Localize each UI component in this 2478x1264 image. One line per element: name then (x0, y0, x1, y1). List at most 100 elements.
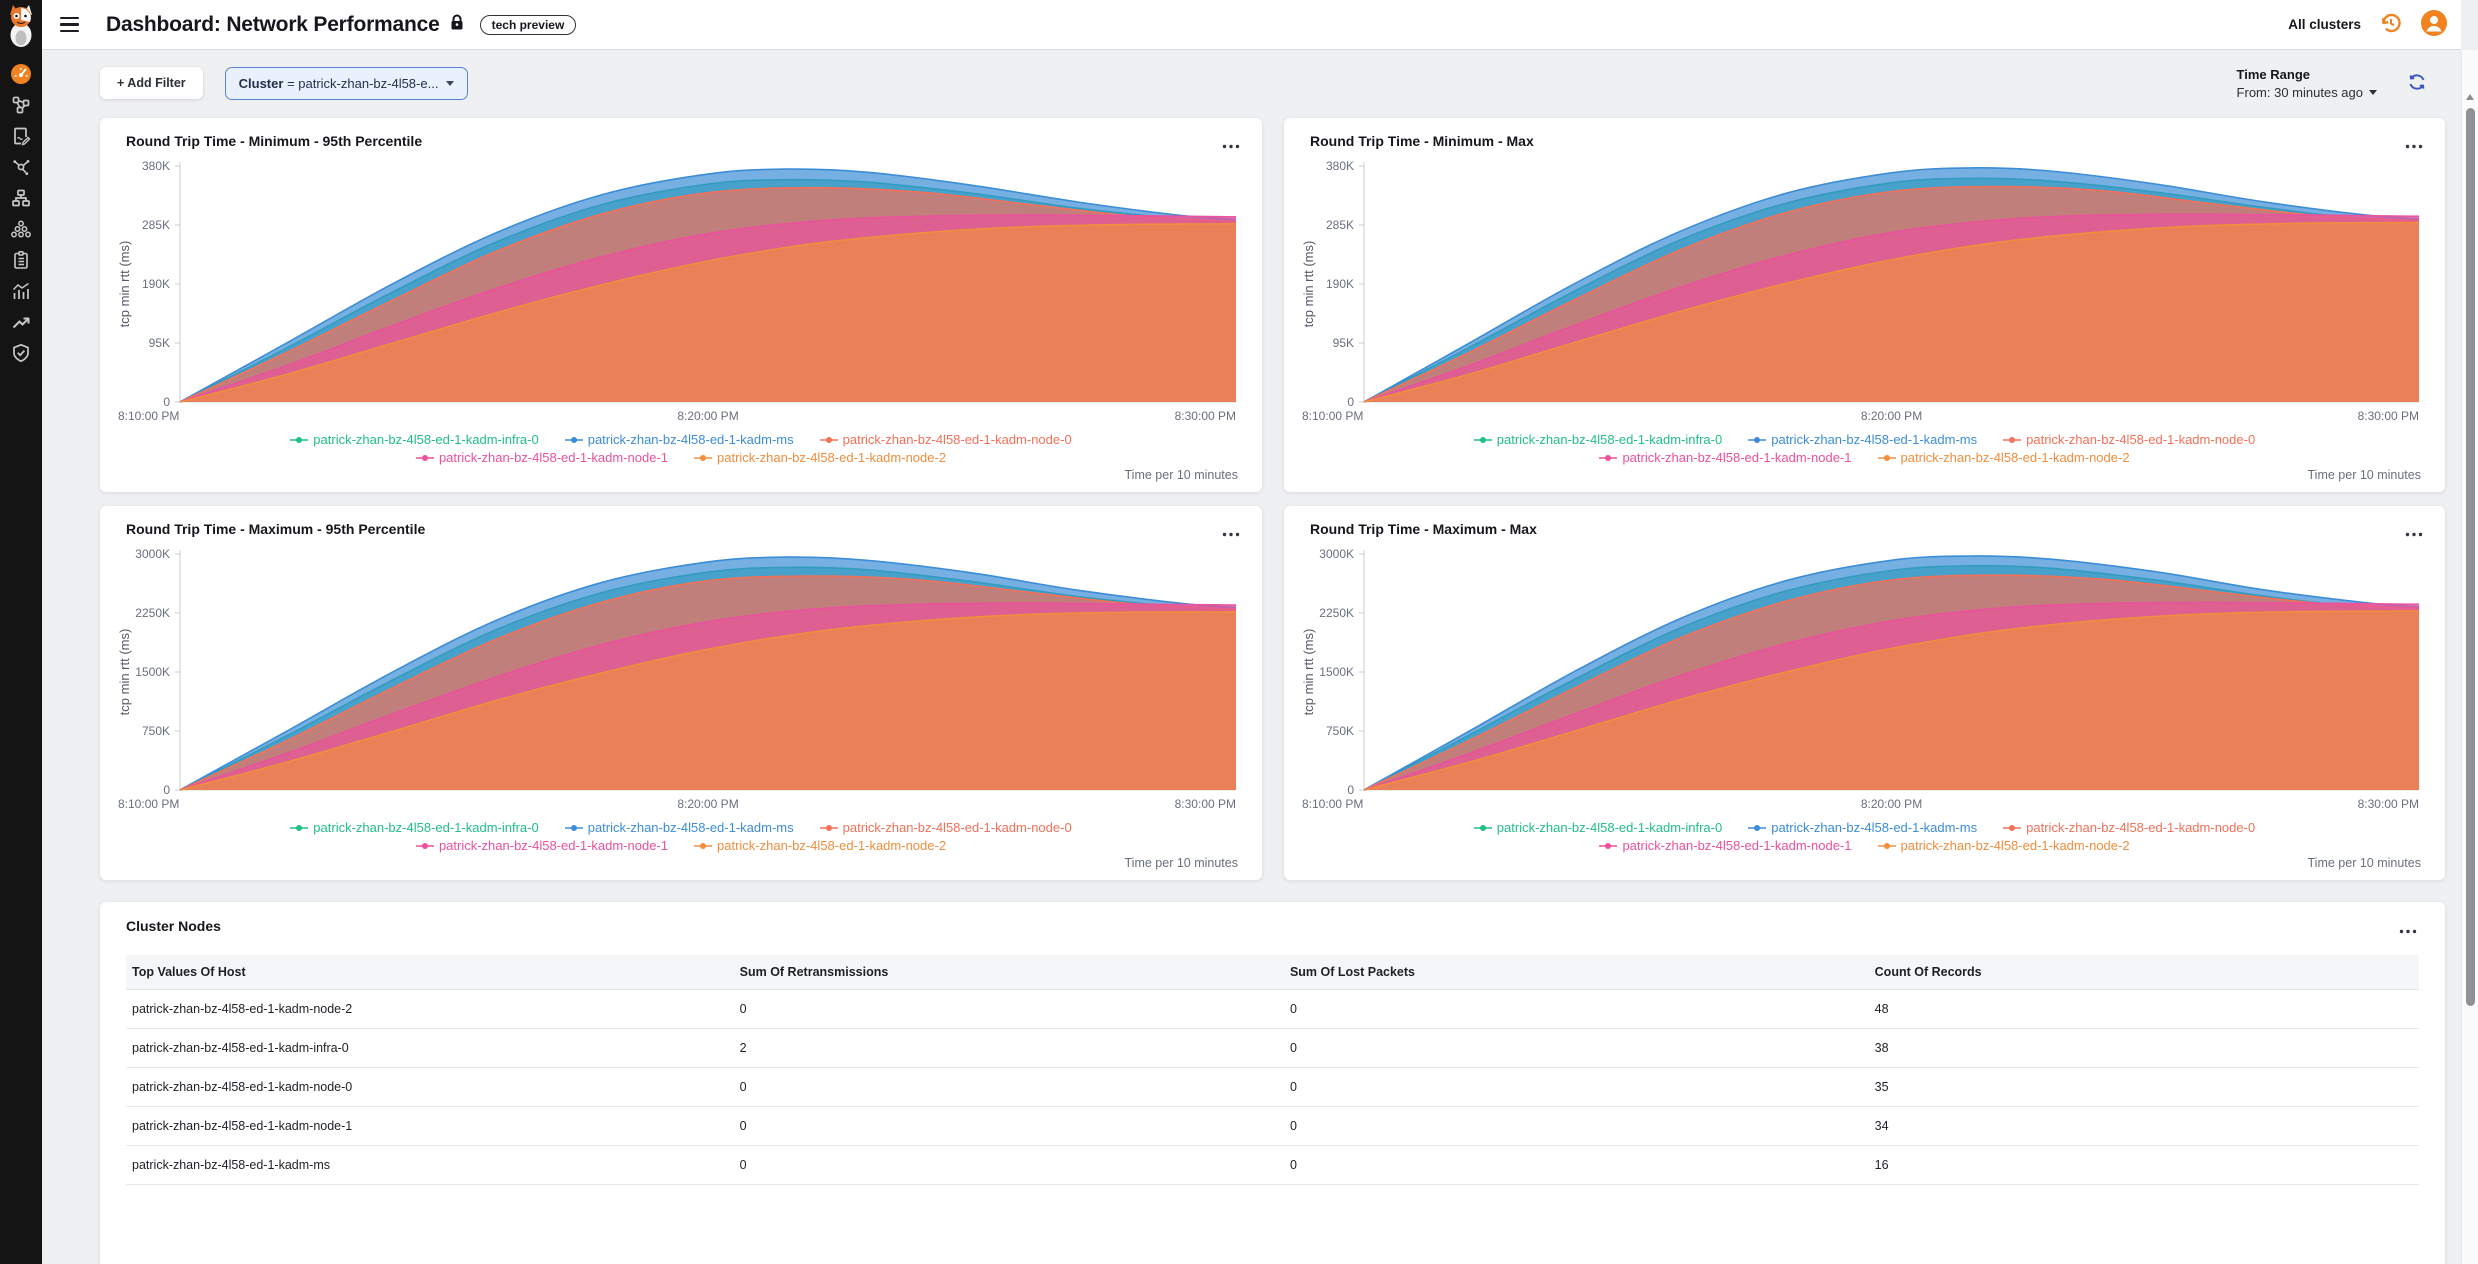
svg-text:190K: 190K (1326, 277, 1354, 291)
x-axis-caption: Time per 10 minutes (2307, 468, 2421, 482)
x-axis-caption: Time per 10 minutes (1124, 856, 1238, 870)
svg-text:1500K: 1500K (1319, 665, 1354, 679)
legend-item[interactable]: patrick-zhan-bz-4l58-ed-1-kadm-ms (564, 820, 794, 835)
series-marker-icon (694, 842, 712, 849)
sidebar-item-reports[interactable] (0, 120, 42, 151)
legend-item[interactable]: patrick-zhan-bz-4l58-ed-1-kadm-node-0 (2003, 820, 2255, 835)
sidebar-item-metrics[interactable] (0, 275, 42, 306)
cluster-nodes-panel: Cluster Nodes Top Values Of Host Sum Of R… (100, 902, 2445, 1264)
table-cell: 2 (733, 1028, 1284, 1068)
cluster-filter-chip[interactable]: Cluster = patrick-zhan-bz-4l58-e... (224, 67, 469, 100)
table-cell: 0 (733, 1067, 1284, 1107)
sidebar-item-dashboards[interactable] (0, 58, 42, 89)
svg-text:8:20:00 PM: 8:20:00 PM (677, 409, 738, 423)
sidebar-item-connections[interactable] (0, 151, 42, 182)
time-range-value[interactable]: From: 30 minutes ago (2237, 85, 2377, 100)
user-menu-button[interactable] (2421, 10, 2447, 39)
legend-item[interactable]: patrick-zhan-bz-4l58-ed-1-kadm-node-1 (1599, 838, 1852, 853)
table-cell: patrick-zhan-bz-4l58-ed-1-kadm-node-1 (126, 1106, 734, 1146)
svg-text:tcp min rtt (ms): tcp min rtt (ms) (1301, 629, 1316, 716)
legend-item[interactable]: patrick-zhan-bz-4l58-ed-1-kadm-node-1 (1599, 450, 1852, 465)
area-chart[interactable]: 0 95K 190K 285K 380K 8:10:00 PM 8:20:00 PM 8:30… (114, 158, 1242, 426)
panel-options-button[interactable] (2403, 521, 2425, 544)
legend-item[interactable]: patrick-zhan-bz-4l58-ed-1-kadm-infra-0 (290, 820, 539, 835)
series-marker-icon (415, 842, 434, 849)
chart-legend: patrick-zhan-bz-4l58-ed-1-kadm-infra-0 pa… (206, 820, 1156, 853)
legend-item[interactable]: patrick-zhan-bz-4l58-ed-1-kadm-ms (1748, 432, 1977, 447)
chart-legend: patrick-zhan-bz-4l58-ed-1-kadm-infra-0 pa… (1390, 820, 2340, 853)
menu-toggle-button[interactable] (60, 14, 86, 36)
filter-field-label: Cluster (238, 76, 284, 91)
legend-label: patrick-zhan-bz-4l58-ed-1-kadm-node-1 (438, 450, 668, 465)
legend-item[interactable]: patrick-zhan-bz-4l58-ed-1-kadm-node-2 (694, 838, 946, 853)
legend-item[interactable]: patrick-zhan-bz-4l58-ed-1-kadm-node-2 (1877, 838, 2130, 853)
svg-text:1500K: 1500K (135, 665, 170, 679)
scrollbar-thumb[interactable] (2466, 108, 2475, 1006)
sidebar-item-infrastructure[interactable] (0, 182, 42, 213)
cluster-nodes-table: Top Values Of Host Sum Of Retransmissions… (126, 955, 2419, 1185)
sidebar-item-topology[interactable] (0, 89, 42, 120)
table-cell: 0 (733, 989, 1284, 1029)
svg-text:8:20:00 PM: 8:20:00 PM (1861, 797, 1922, 811)
legend-label: patrick-zhan-bz-4l58-ed-1-kadm-node-2 (717, 450, 947, 465)
table-cell: 0 (733, 1145, 1284, 1185)
refresh-icon (2407, 72, 2427, 95)
chart-legend: patrick-zhan-bz-4l58-ed-1-kadm-infra-0 pa… (206, 432, 1156, 465)
legend-item[interactable]: patrick-zhan-bz-4l58-ed-1-kadm-node-0 (819, 820, 1072, 835)
table-cell: 0 (1283, 1028, 1869, 1068)
refresh-button[interactable] (2407, 72, 2427, 95)
legend-item[interactable]: patrick-zhan-bz-4l58-ed-1-kadm-node-0 (819, 432, 1072, 447)
legend-item[interactable]: patrick-zhan-bz-4l58-ed-1-kadm-infra-0 (1473, 432, 1723, 447)
legend-item[interactable]: patrick-zhan-bz-4l58-ed-1-kadm-node-2 (694, 450, 946, 465)
legend-label: patrick-zhan-bz-4l58-ed-1-kadm-node-1 (438, 838, 668, 853)
shield-check-icon (11, 343, 31, 363)
legend-item[interactable]: patrick-zhan-bz-4l58-ed-1-kadm-infra-0 (290, 432, 539, 447)
panel-options-button[interactable] (2397, 918, 2419, 941)
legend-item[interactable]: patrick-zhan-bz-4l58-ed-1-kadm-ms (564, 432, 794, 447)
cat-logo[interactable] (2, 2, 40, 50)
legend-item[interactable]: patrick-zhan-bz-4l58-ed-1-kadm-node-1 (415, 838, 668, 853)
panel-options-button[interactable] (1220, 521, 1242, 544)
panel-options-button[interactable] (2403, 133, 2425, 156)
table-cell: 48 (1868, 989, 2419, 1029)
table-cell: patrick-zhan-bz-4l58-ed-1-kadm-node-2 (126, 989, 734, 1029)
series-marker-icon (1748, 824, 1767, 831)
svg-text:380K: 380K (142, 159, 170, 173)
legend-label: patrick-zhan-bz-4l58-ed-1-kadm-node-2 (1900, 450, 2130, 465)
area-chart[interactable]: 0 750K 1500K 2250K 3000K 8:10:00 PM 8:20:00 PM… (1298, 546, 2425, 814)
table-cell: 0 (1283, 1067, 1869, 1107)
legend-item[interactable]: patrick-zhan-bz-4l58-ed-1-kadm-ms (1748, 820, 1977, 835)
area-chart[interactable]: 0 95K 190K 285K 380K 8:10:00 PM 8:20:00 PM 8:30… (1298, 158, 2425, 426)
page-title: Dashboard: Network Performance (106, 12, 440, 36)
legend-item[interactable]: patrick-zhan-bz-4l58-ed-1-kadm-node-0 (2003, 432, 2255, 447)
legend-label: patrick-zhan-bz-4l58-ed-1-kadm-ms (587, 820, 794, 835)
table-column-header: Sum Of Lost Packets (1283, 955, 1869, 990)
sidebar-item-security[interactable] (0, 337, 42, 368)
series-marker-icon (2003, 436, 2022, 443)
chevron-down-icon (446, 81, 455, 86)
svg-text:2250K: 2250K (135, 606, 170, 620)
vertical-scrollbar[interactable] (2461, 50, 2478, 1264)
legend-label: patrick-zhan-bz-4l58-ed-1-kadm-infra-0 (1496, 432, 1723, 447)
history-button[interactable] (2379, 11, 2403, 38)
legend-item[interactable]: patrick-zhan-bz-4l58-ed-1-kadm-infra-0 (1473, 820, 1722, 835)
main-area: Dashboard: Network Performance tech prev… (42, 0, 2461, 1264)
table-cell: 0 (1283, 989, 1869, 1029)
scroll-up-arrow-icon[interactable] (2466, 94, 2474, 100)
table-cell: 16 (1868, 1145, 2419, 1185)
area-chart[interactable]: 0 750K 1500K 2250K 3000K 8:10:00 PM 8:20:00 PM… (114, 546, 1242, 814)
svg-text:95K: 95K (1333, 336, 1354, 350)
chart-title: Round Trip Time - Minimum - Max (1310, 133, 1534, 149)
legend-item[interactable]: patrick-zhan-bz-4l58-ed-1-kadm-node-2 (1877, 450, 2130, 465)
sidebar-item-inventory[interactable] (0, 244, 42, 275)
sidebar-item-clusters[interactable] (0, 213, 42, 244)
legend-item[interactable]: patrick-zhan-bz-4l58-ed-1-kadm-node-1 (415, 450, 668, 465)
panel-options-button[interactable] (1220, 133, 1242, 156)
cluster-scope-selector[interactable]: All clusters (2288, 17, 2361, 32)
sidebar-item-trends[interactable] (0, 306, 42, 337)
series-marker-icon (1473, 824, 1492, 831)
svg-text:8:10:00 PM: 8:10:00 PM (118, 797, 179, 811)
svg-text:0: 0 (163, 783, 170, 797)
add-filter-button[interactable]: + Add Filter (100, 67, 203, 99)
filter-value-label: = patrick-zhan-bz-4l58-e... (287, 76, 439, 91)
